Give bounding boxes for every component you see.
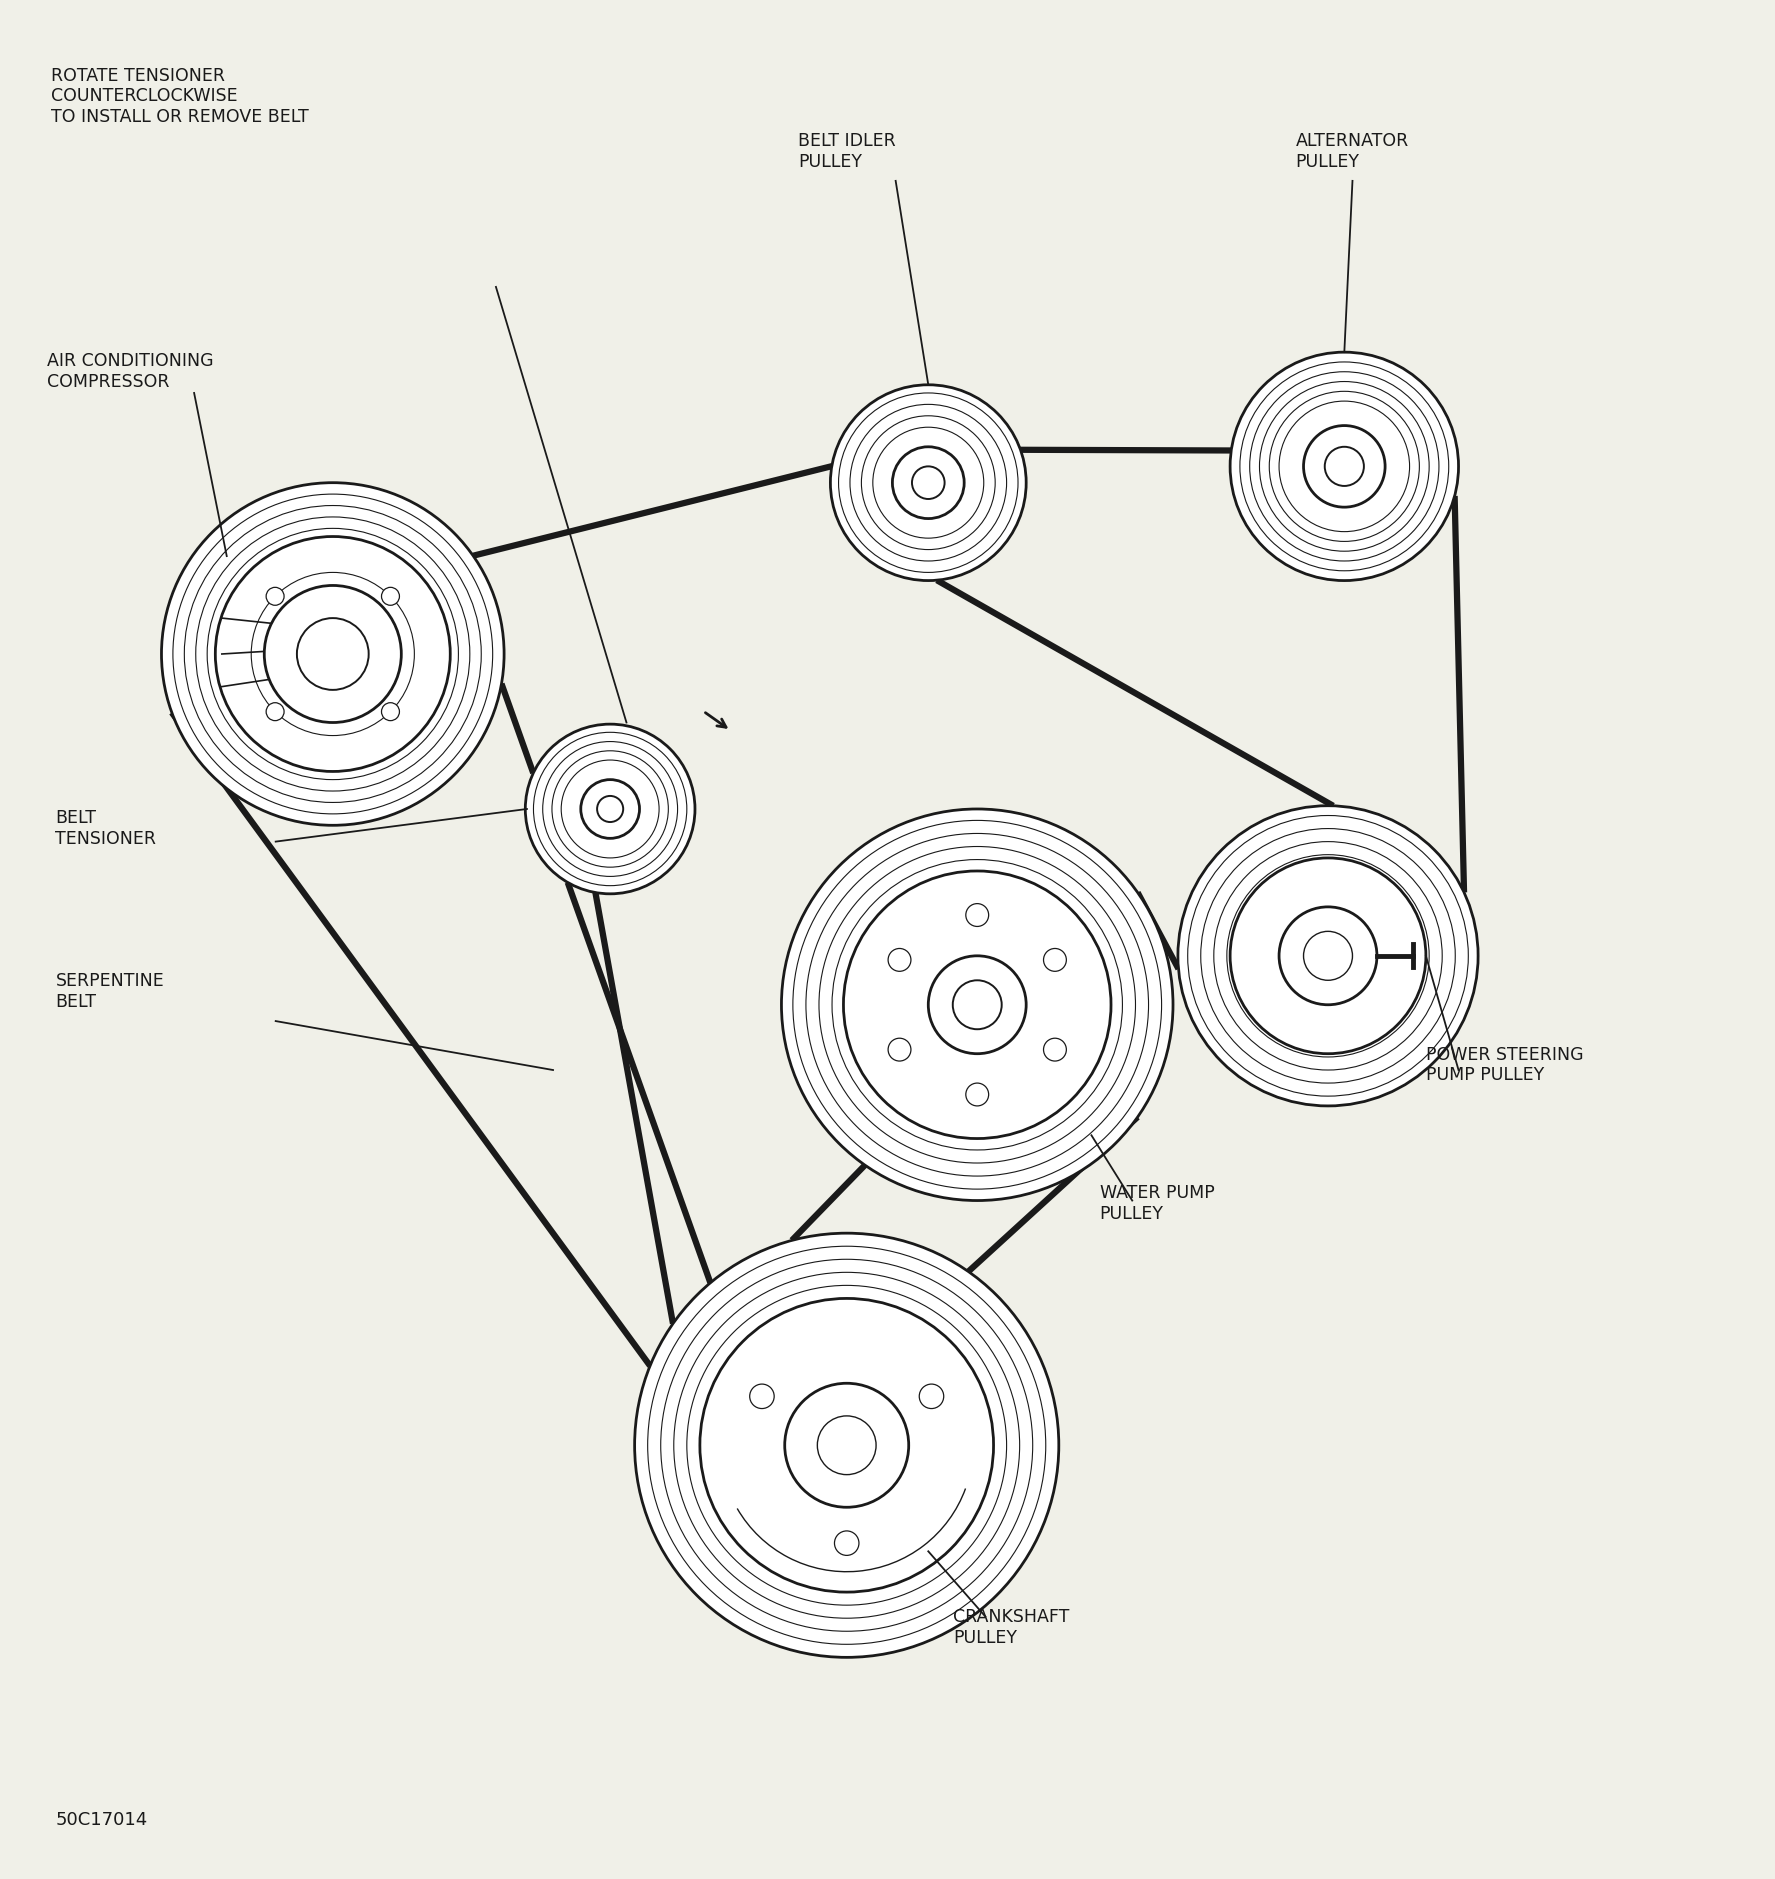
Circle shape (893, 447, 964, 519)
Circle shape (382, 588, 399, 605)
Circle shape (162, 483, 504, 825)
Circle shape (831, 385, 1026, 581)
Circle shape (928, 956, 1026, 1054)
Circle shape (266, 703, 284, 722)
Circle shape (596, 797, 623, 821)
Circle shape (382, 703, 399, 722)
Circle shape (781, 810, 1173, 1201)
Circle shape (1044, 949, 1067, 971)
Text: BELT
TENSIONER: BELT TENSIONER (55, 810, 156, 847)
Text: AIR CONDITIONING
COMPRESSOR: AIR CONDITIONING COMPRESSOR (48, 351, 215, 391)
Circle shape (953, 981, 1001, 1030)
Text: 50C17014: 50C17014 (55, 1811, 147, 1828)
Circle shape (919, 1385, 944, 1409)
Circle shape (580, 780, 639, 838)
Circle shape (699, 1298, 994, 1592)
Circle shape (1280, 908, 1377, 1005)
Circle shape (264, 586, 401, 723)
Circle shape (966, 904, 989, 926)
Circle shape (1044, 1039, 1067, 1062)
Circle shape (816, 1417, 877, 1475)
Circle shape (1230, 351, 1459, 581)
Circle shape (215, 537, 451, 772)
Text: BELT IDLER
PULLEY: BELT IDLER PULLEY (797, 132, 896, 171)
Text: SERPENTINE
BELT: SERPENTINE BELT (55, 971, 163, 1011)
Circle shape (1324, 447, 1363, 487)
Circle shape (1230, 859, 1425, 1054)
Circle shape (785, 1383, 909, 1507)
Circle shape (749, 1385, 774, 1409)
Text: ROTATE TENSIONER
COUNTERCLOCKWISE
TO INSTALL OR REMOVE BELT: ROTATE TENSIONER COUNTERCLOCKWISE TO INS… (50, 66, 309, 126)
Text: WATER PUMP
PULLEY: WATER PUMP PULLEY (1099, 1184, 1214, 1223)
Text: CRANKSHAFT
PULLEY: CRANKSHAFT PULLEY (953, 1608, 1069, 1648)
Circle shape (266, 588, 284, 605)
Circle shape (1303, 425, 1384, 507)
Circle shape (966, 1082, 989, 1107)
Circle shape (912, 466, 944, 500)
Circle shape (843, 872, 1111, 1139)
Circle shape (888, 949, 911, 971)
Circle shape (834, 1531, 859, 1556)
Circle shape (1303, 932, 1353, 981)
Circle shape (888, 1039, 911, 1062)
Text: POWER STEERING
PUMP PULLEY: POWER STEERING PUMP PULLEY (1425, 1045, 1583, 1084)
Circle shape (296, 618, 369, 690)
Text: ALTERNATOR
PULLEY: ALTERNATOR PULLEY (1296, 132, 1409, 171)
Circle shape (635, 1233, 1060, 1657)
Circle shape (525, 723, 696, 894)
Circle shape (1179, 806, 1479, 1107)
